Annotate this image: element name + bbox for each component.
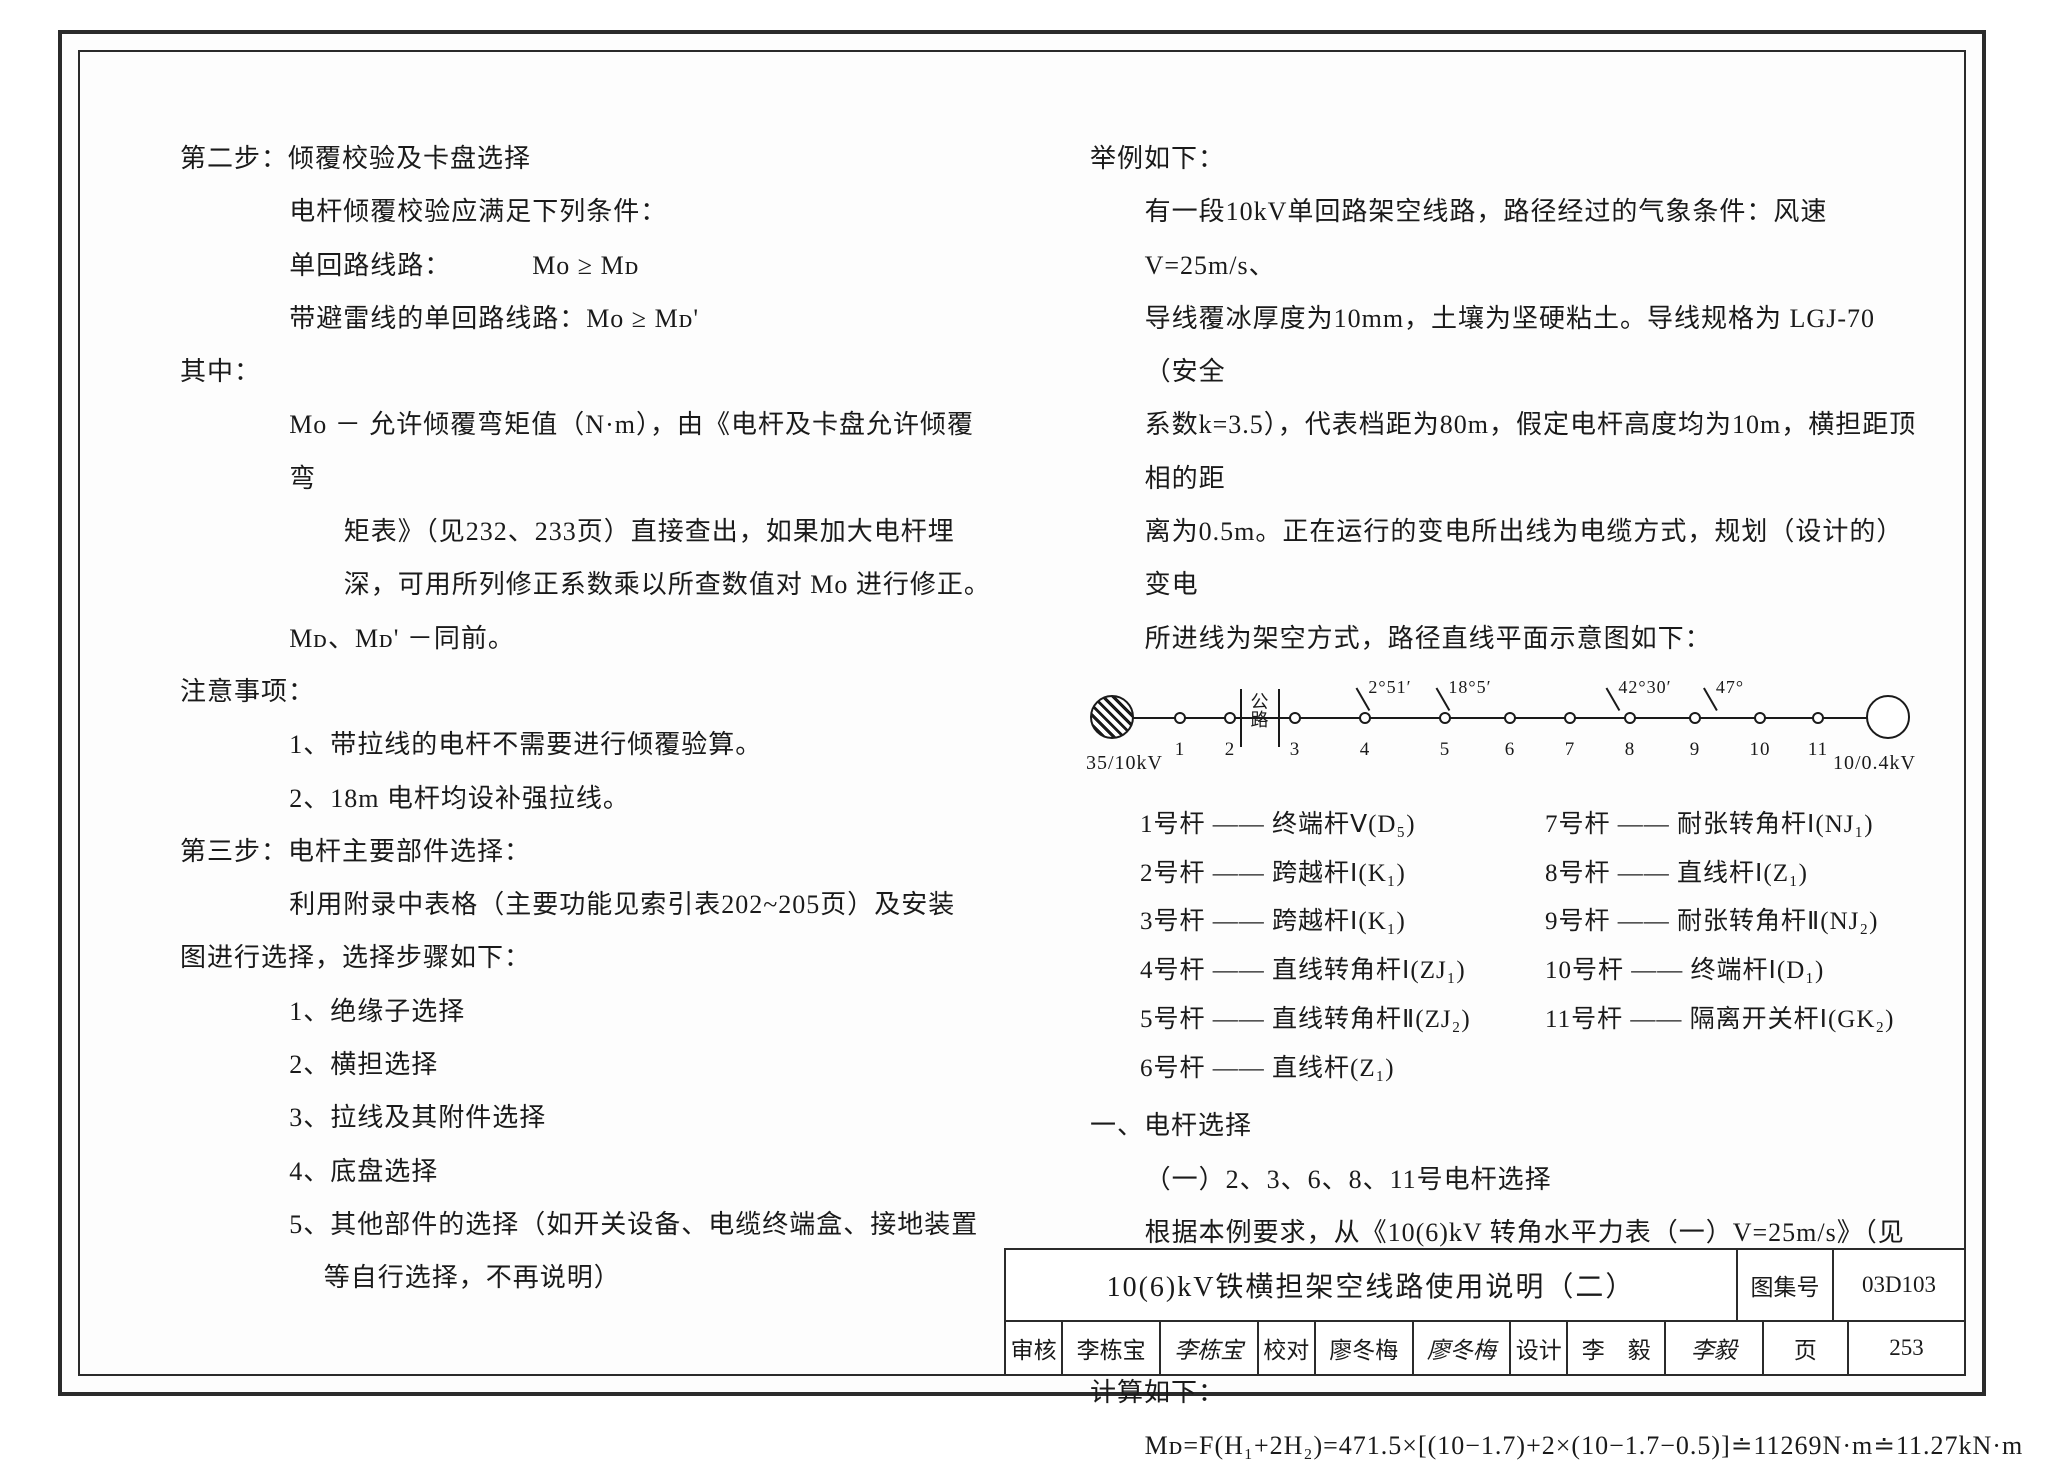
- pole-number: 6: [1505, 731, 1516, 770]
- text: 系数k=3.5），代表档距为80m，假定电杆高度均为10m，横担距顶相的距: [1090, 398, 1920, 505]
- series-number: 03D103: [1834, 1250, 1964, 1320]
- design-signature: 李毅: [1666, 1322, 1764, 1374]
- series-label: 图集号: [1738, 1250, 1834, 1320]
- title-block: 10(6)kV铁横担架空线路使用说明（二） 图集号 03D103 审核 李栋宝 …: [1004, 1248, 1964, 1374]
- text: 离为0.5m。正在运行的变电所出线为电缆方式，规划（设计的）变电: [1090, 505, 1920, 612]
- page-label: 页: [1764, 1322, 1849, 1374]
- legend-item: 4号杆 —— 直线转角杆Ⅰ(ZJ₁): [1140, 947, 1515, 996]
- text: 等自行选择，不再说明）: [180, 1251, 1000, 1304]
- design-label: 设计: [1511, 1322, 1568, 1374]
- check-label: 校对: [1259, 1322, 1316, 1374]
- pole-node: [1689, 712, 1701, 724]
- equation: Mᴅ=F(H₁+2H₂)=471.5×[(10−1.7)+2×(10−1.7−0…: [1090, 1419, 1920, 1472]
- angle-label: 42°30′: [1618, 669, 1671, 706]
- pole-node: [1754, 712, 1766, 724]
- pole-node: [1289, 712, 1301, 724]
- pole-number: 5: [1440, 731, 1451, 770]
- pole-node: [1504, 712, 1516, 724]
- notes-label: 注意事项：: [180, 665, 1000, 718]
- text: 3、拉线及其附件选择: [180, 1091, 1000, 1144]
- legend-item: 5号杆 —— 直线转角杆Ⅱ(ZJ₂): [1140, 996, 1515, 1045]
- step3-title: 第三步：电杆主要部件选择：: [180, 825, 1000, 878]
- angle-label: 18°5′: [1448, 669, 1491, 706]
- legend-item: 9号杆 —— 耐张转角杆Ⅱ(NJ₂): [1545, 898, 1920, 947]
- text: 1、带拉线的电杆不需要进行倾覆验算。: [180, 718, 1000, 771]
- text: 4、底盘选择: [180, 1145, 1000, 1198]
- text: 有一段10kV单回路架空线路，路径经过的气象条件：风速 V=25m/s、: [1090, 185, 1920, 292]
- pole-node: [1439, 712, 1451, 724]
- text: 利用附录中表格（主要功能见索引表202~205页）及安装: [180, 878, 1000, 931]
- where-label: 其中：: [180, 345, 1000, 398]
- pole-node: [1224, 712, 1236, 724]
- substation-right-icon: [1866, 695, 1910, 739]
- pole-number: 10: [1750, 731, 1771, 770]
- text: 5、其他部件的选择（如开关设备、电缆终端盒、接地装置: [180, 1198, 1000, 1251]
- text: 所进线为架空方式，路径直线平面示意图如下：: [1090, 612, 1920, 665]
- audit-signature: 李栋宝: [1161, 1322, 1259, 1374]
- pole-node: [1564, 712, 1576, 724]
- pole-number: 8: [1625, 731, 1636, 770]
- pole-number: 1: [1175, 731, 1186, 770]
- audit-label: 审核: [1006, 1322, 1063, 1374]
- substation-right-label: 10/0.4kV: [1833, 743, 1916, 784]
- legend-item: 3号杆 —— 跨越杆Ⅰ(K₁): [1140, 898, 1515, 947]
- pole-node: [1174, 712, 1186, 724]
- design-name: 李 毅: [1568, 1322, 1666, 1374]
- angle-label: 2°51′: [1368, 669, 1411, 706]
- pole-number: 11: [1808, 731, 1828, 770]
- substation-left-label: 35/10kV: [1086, 743, 1163, 784]
- left-column: 第二步：倾覆校验及卡盘选择 电杆倾覆校验应满足下列条件： 单回路线路： Mᴏ ≥…: [180, 132, 1000, 1305]
- road-icon: 公路: [1245, 693, 1275, 729]
- section-title: 一、电杆选择: [1090, 1099, 1920, 1152]
- pole-number: 4: [1360, 731, 1371, 770]
- text: 深，可用所列修正系数乘以所查数值对 Mᴏ 进行修正。: [180, 558, 1000, 611]
- pole-number: 2: [1225, 731, 1236, 770]
- text: 单回路线路： Mᴏ ≥ Mᴅ: [180, 239, 1000, 292]
- legend-item: 1号杆 —— 终端杆Ⅴ(D₅): [1140, 801, 1515, 850]
- text: 电杆倾覆校验应满足下列条件：: [180, 185, 1000, 238]
- pole-legend: 1号杆 —— 终端杆Ⅴ(D₅) 7号杆 —— 耐张转角杆Ⅰ(NJ₁) 2号杆 —…: [1140, 801, 1920, 1094]
- check-signature: 廖冬梅: [1414, 1322, 1512, 1374]
- pole-node: [1812, 712, 1824, 724]
- legend-item: 10号杆 —— 终端杆Ⅰ(D₁): [1545, 947, 1920, 996]
- pole-number: 7: [1565, 731, 1576, 770]
- text: 1、绝缘子选择: [180, 985, 1000, 1038]
- pole-node: [1359, 712, 1371, 724]
- text: Mᴏ － 允许倾覆弯矩值（N·m），由《电杆及卡盘允许倾覆弯: [180, 398, 1000, 505]
- audit-name: 李栋宝: [1063, 1322, 1161, 1374]
- angle-label: 47°: [1716, 669, 1744, 706]
- legend-item: 2号杆 —— 跨越杆Ⅰ(K₁): [1140, 850, 1515, 899]
- page-number: 253: [1849, 1322, 1964, 1374]
- text: 导线覆冰厚度为10mm，土壤为坚硬粘土。导线规格为 LGJ-70（安全: [1090, 292, 1920, 399]
- text: 图进行选择，选择步骤如下：: [180, 931, 1000, 984]
- text: 2、横担选择: [180, 1038, 1000, 1091]
- pole-number: 9: [1690, 731, 1701, 770]
- pole-node: [1624, 712, 1636, 724]
- example-label: 举例如下：: [1090, 132, 1920, 185]
- legend-item: 8号杆 —— 直线杆Ⅰ(Z₁): [1545, 850, 1920, 899]
- check-name: 廖冬梅: [1316, 1322, 1414, 1374]
- text: Mᴅ、Mᴅ' －同前。: [180, 612, 1000, 665]
- drawing-title: 10(6)kV铁横担架空线路使用说明（二）: [1006, 1250, 1738, 1320]
- text: 矩表》（见232、233页）直接查出，如果加大电杆埋: [180, 505, 1000, 558]
- legend-item: 11号杆 —— 隔离开关杆Ⅰ(GK₂): [1545, 996, 1920, 1045]
- text: 2、18m 电杆均设补强拉线。: [180, 772, 1000, 825]
- line-route-diagram: 35/10kV 10/0.4kV 公路 1 2 3 4 5 6 7 8 9 10…: [1090, 671, 1910, 791]
- drawing-sheet: 第二步：倾覆校验及卡盘选择 电杆倾覆校验应满足下列条件： 单回路线路： Mᴏ ≥…: [58, 30, 1986, 1396]
- legend-item: 6号杆 —— 直线杆(Z₁): [1140, 1045, 1515, 1094]
- legend-item: 7号杆 —— 耐张转角杆Ⅰ(NJ₁): [1545, 801, 1920, 850]
- inner-frame: 第二步：倾覆校验及卡盘选择 电杆倾覆校验应满足下列条件： 单回路线路： Mᴏ ≥…: [78, 50, 1966, 1376]
- substation-left-icon: [1090, 695, 1134, 739]
- pole-number: 3: [1290, 731, 1301, 770]
- section-sub: （一）2、3、6、8、11号电杆选择: [1090, 1153, 1920, 1206]
- step2-title: 第二步：倾覆校验及卡盘选择: [180, 132, 1000, 185]
- text: 带避雷线的单回路线路：Mᴏ ≥ Mᴅ': [180, 292, 1000, 345]
